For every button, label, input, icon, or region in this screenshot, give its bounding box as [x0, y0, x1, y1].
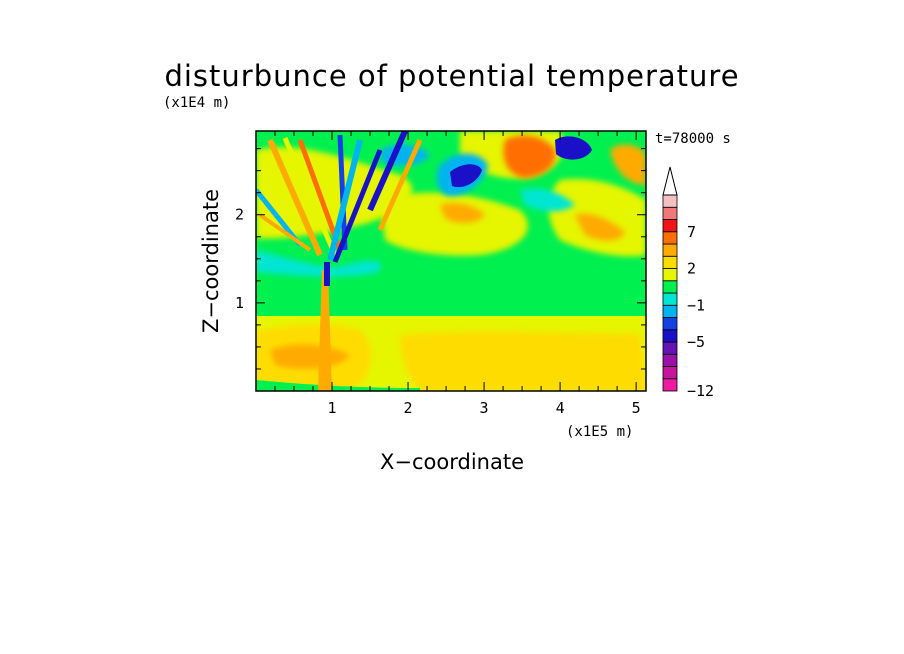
colorbar-label: −12: [687, 382, 714, 400]
upper-yellow-2: [380, 192, 528, 256]
streak-5: [327, 139, 363, 261]
colorbar-label: 7: [687, 223, 696, 241]
x-unit-label: (x1E5 m): [566, 424, 633, 440]
upper-orange-4: [610, 144, 646, 185]
streak-6: [332, 149, 383, 263]
x-tick-label: 5: [632, 399, 641, 417]
colorbar-swatch: [662, 341, 678, 355]
cyan-band-upper: [520, 188, 575, 212]
colorbar-swatch: [662, 194, 678, 208]
colorbar-swatch: [662, 206, 678, 220]
x-axis-title: X−coordinate: [380, 450, 524, 474]
upper-orange-3: [440, 203, 485, 223]
blue-blob-1-core: [450, 164, 482, 188]
y-unit-label: (x1E4 m): [163, 95, 230, 111]
colorbar-swatch: [662, 268, 678, 282]
colorbar-swatch: [662, 292, 678, 306]
y-axis: 12: [235, 148, 646, 370]
x-tick-label: 3: [480, 399, 489, 417]
colorbar-swatch: [662, 353, 678, 367]
y-tick-label: 2: [235, 206, 244, 224]
streak-8: [377, 138, 423, 232]
colorbar-swatch: [662, 317, 678, 331]
colorbar-label: −5: [687, 333, 705, 351]
plot-frame: [255, 130, 647, 392]
time-label: t=78000 s: [655, 131, 731, 147]
colorbar-extend-arrow: [662, 166, 678, 196]
blue-blob-2: [555, 136, 592, 160]
x-tick-label: 4: [556, 399, 565, 417]
chart-title: disturbunce of potential temperature: [164, 59, 739, 93]
vertical-spike: [318, 270, 332, 391]
x-tick-label: 2: [404, 399, 413, 417]
colorbar-swatch: [662, 366, 678, 380]
colorbar-swatch: [662, 329, 678, 343]
vertical-spike-top: [324, 262, 330, 286]
colorbar-swatch: [662, 231, 678, 245]
diagonal-streaks: [256, 131, 423, 263]
upper-orange-1: [503, 135, 556, 178]
colorbar: −12−5−127: [662, 166, 714, 400]
x-axis: 1 2 3 4 5: [274, 131, 641, 417]
colorbar-swatch: [662, 255, 678, 269]
colorbar-swatch: [662, 243, 678, 257]
upper-orange-2: [575, 213, 625, 241]
lower-orange-region: [400, 332, 646, 391]
colorbar-swatch: [662, 378, 678, 392]
streak-10: [258, 213, 312, 252]
colorbar-swatch: [662, 280, 678, 294]
colorbar-swatch: [662, 219, 678, 233]
streak-2: [282, 137, 338, 256]
colorbar-label: −1: [687, 296, 705, 314]
streak-3: [297, 139, 343, 251]
streak-7: [367, 131, 408, 212]
colorbar-label: 2: [687, 260, 696, 278]
x-tick-label: 1: [328, 399, 337, 417]
heatmap-field: [256, 131, 646, 391]
colorbar-swatch: [662, 304, 678, 318]
y-tick-label: 1: [235, 294, 244, 312]
streak-4: [337, 134, 348, 251]
mid-cyan-band: [256, 250, 380, 277]
bottom-strip-green: [256, 380, 420, 391]
streak-1: [267, 138, 323, 257]
y-axis-title: Z−coordinate: [199, 189, 223, 333]
